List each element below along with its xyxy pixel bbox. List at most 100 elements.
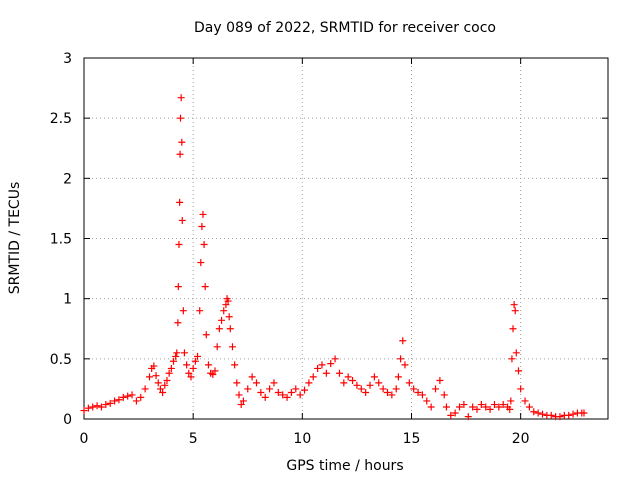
data-point (507, 397, 515, 405)
data-point (200, 241, 208, 249)
data-point (270, 379, 278, 387)
data-point (309, 373, 317, 381)
data-point (436, 376, 444, 384)
data-point (525, 403, 533, 411)
data-point (510, 301, 518, 309)
data-point (152, 372, 160, 380)
data-point (274, 389, 282, 397)
data-point (530, 408, 538, 416)
x-tick-label: 5 (189, 431, 198, 447)
data-point (357, 385, 365, 393)
data-point (128, 391, 136, 399)
data-point (124, 392, 132, 400)
data-point (305, 379, 313, 387)
data-point (237, 401, 245, 409)
data-point (296, 391, 304, 399)
data-point (580, 409, 588, 417)
data-point (349, 376, 357, 384)
y-tick-label: 1 (63, 292, 72, 308)
data-point (185, 369, 193, 377)
data-point (451, 409, 459, 417)
data-point (141, 385, 149, 393)
data-point (137, 393, 145, 401)
data-point (93, 402, 101, 410)
data-point (495, 403, 503, 411)
data-point (473, 405, 481, 413)
data-point (115, 396, 123, 404)
data-point (344, 373, 352, 381)
data-point (159, 389, 167, 397)
data-point (231, 361, 239, 369)
data-point (508, 355, 516, 363)
data-point (248, 373, 256, 381)
data-point (427, 403, 435, 411)
data-point (174, 283, 182, 291)
data-point (464, 413, 472, 421)
data-point (233, 379, 241, 387)
data-point (506, 405, 514, 413)
data-point (394, 373, 402, 381)
data-point (486, 405, 494, 413)
data-point (146, 373, 153, 381)
data-point (318, 361, 326, 369)
y-tick-label: 2.5 (50, 111, 72, 127)
data-point (80, 407, 88, 415)
y-tick-label: 3 (63, 51, 72, 67)
data-point (301, 386, 309, 394)
data-point (521, 397, 529, 405)
data-point (440, 391, 448, 399)
data-point (161, 381, 169, 389)
data-point (447, 411, 455, 419)
data-point (499, 401, 507, 409)
data-point (410, 385, 418, 393)
data-point (111, 397, 119, 405)
data-point (517, 385, 525, 393)
data-point (392, 385, 400, 393)
data-point (511, 307, 519, 315)
data-point (177, 114, 185, 122)
data-point (167, 364, 175, 372)
data-point (173, 349, 181, 357)
data-point (209, 370, 217, 378)
data-point (202, 331, 210, 339)
data-point (375, 379, 383, 387)
data-point (370, 373, 378, 381)
data-point (106, 399, 114, 407)
data-point (252, 379, 260, 387)
data-point (239, 397, 247, 405)
data-point (353, 381, 361, 389)
data-point (183, 361, 191, 369)
data-point (84, 404, 92, 412)
data-point (197, 259, 205, 267)
data-point (287, 389, 295, 397)
data-point (539, 410, 546, 418)
data-point (199, 210, 207, 218)
data-point (163, 376, 171, 384)
data-point (226, 325, 234, 333)
data-point (178, 138, 186, 146)
data-point (401, 361, 409, 369)
data-point (327, 360, 335, 368)
data-point (292, 385, 300, 393)
data-point (179, 307, 187, 315)
data-point (379, 385, 387, 393)
data-point (154, 379, 162, 387)
data-point (194, 352, 202, 360)
data-point (388, 391, 396, 399)
data-point (189, 364, 197, 372)
data-point (322, 369, 330, 377)
data-point (565, 411, 573, 419)
data-point (201, 283, 209, 291)
data-point (482, 403, 490, 411)
data-point (132, 397, 140, 405)
data-point (170, 357, 178, 365)
data-point (362, 389, 370, 397)
data-points (80, 94, 588, 421)
plot-area-border (83, 57, 609, 420)
data-point (383, 389, 391, 397)
data-point (331, 355, 339, 363)
data-point (175, 241, 183, 249)
data-point (119, 393, 127, 401)
data-point (556, 413, 564, 421)
